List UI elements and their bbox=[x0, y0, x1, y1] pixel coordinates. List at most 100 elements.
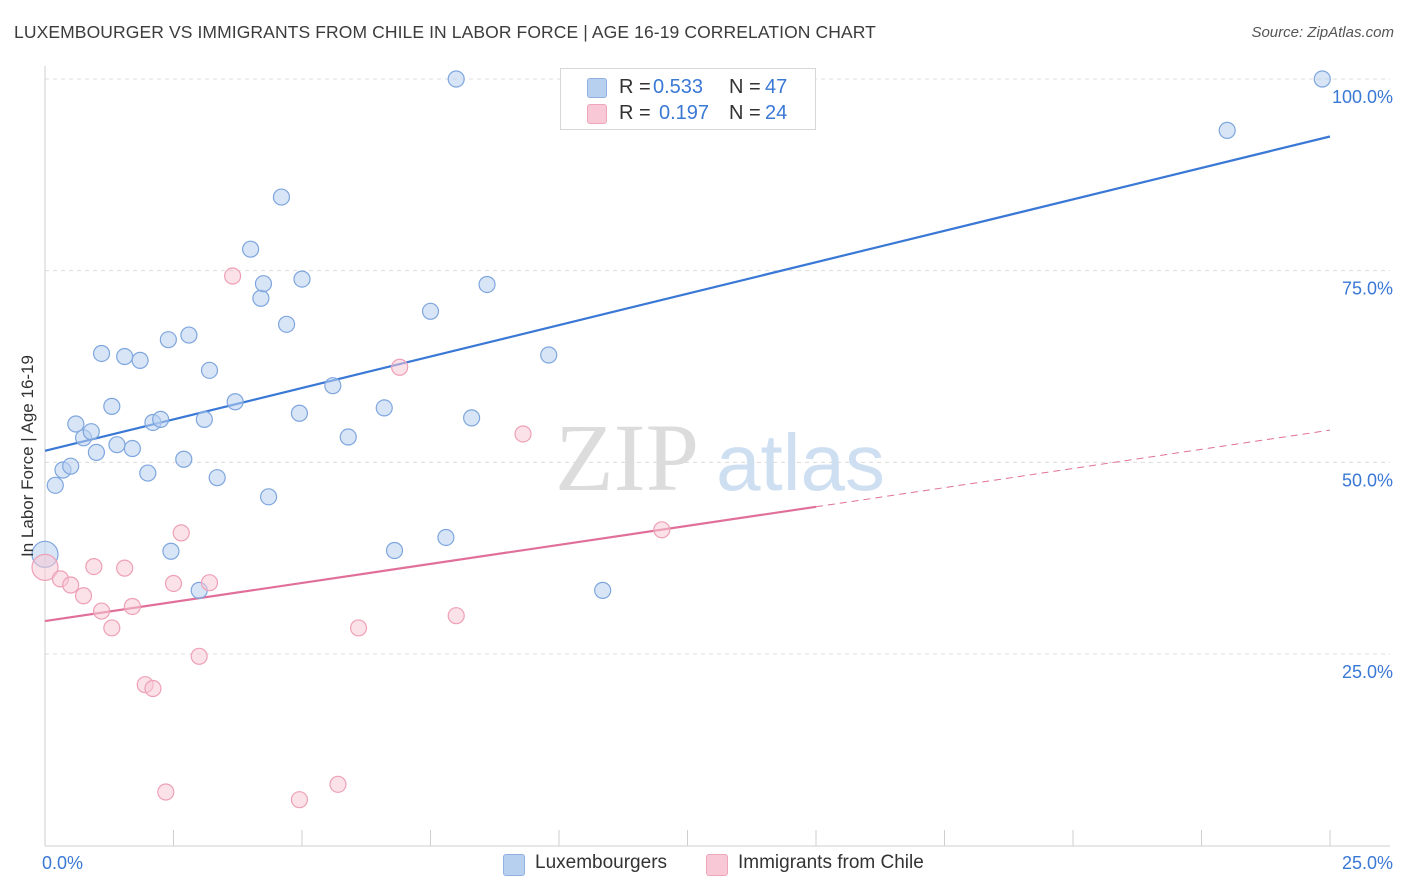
point-luxembourgers bbox=[324, 377, 342, 395]
point-chile bbox=[62, 576, 80, 594]
point-chile bbox=[164, 574, 183, 593]
point-chile bbox=[653, 521, 671, 539]
series-legend: Luxembourgers Immigrants from Chile bbox=[0, 852, 1406, 878]
legend-label: Immigrants from Chile bbox=[738, 852, 924, 873]
x-tick-label-min: 0.0% bbox=[42, 853, 83, 873]
point-luxembourgers bbox=[242, 240, 260, 258]
point-luxembourgers bbox=[108, 436, 126, 454]
point-chile bbox=[74, 587, 93, 605]
point-chile bbox=[31, 553, 59, 581]
source-label: Source: ZipAtlas.com bbox=[1251, 24, 1394, 41]
point-luxembourgers bbox=[131, 351, 149, 369]
point-luxembourgers bbox=[175, 450, 193, 468]
legend-swatch-blue bbox=[503, 854, 525, 876]
point-chile bbox=[85, 557, 103, 576]
point-chile bbox=[349, 619, 368, 637]
point-luxembourgers bbox=[139, 464, 157, 482]
r-value: 0.197 bbox=[659, 102, 710, 124]
data-points bbox=[31, 70, 1331, 809]
trend-lines bbox=[44, 135, 1331, 623]
point-chile bbox=[103, 619, 121, 637]
point-luxembourgers bbox=[259, 488, 278, 506]
point-luxembourgers bbox=[1313, 70, 1331, 88]
legend-swatch-blue bbox=[587, 78, 607, 98]
trend-line-luxembourgers bbox=[44, 135, 1331, 452]
point-luxembourgers bbox=[463, 409, 481, 427]
watermark-atlas: atlas bbox=[716, 418, 885, 507]
point-chile bbox=[172, 524, 190, 542]
trend-line-chile bbox=[815, 429, 1331, 508]
point-luxembourgers bbox=[290, 404, 309, 422]
point-chile bbox=[200, 574, 219, 592]
legend-label: Luxembourgers bbox=[535, 852, 668, 873]
point-luxembourgers bbox=[1218, 121, 1236, 139]
point-luxembourgers bbox=[375, 399, 393, 417]
point-luxembourgers bbox=[123, 439, 141, 458]
x-tick-labels: 0.0% 25.0% bbox=[42, 853, 1393, 873]
grid-lines bbox=[45, 78, 1390, 655]
point-luxembourgers bbox=[339, 428, 357, 446]
point-luxembourgers bbox=[200, 361, 219, 379]
y-tick-label: 75.0% bbox=[1342, 279, 1393, 299]
point-chile bbox=[224, 267, 242, 285]
point-luxembourgers bbox=[277, 315, 296, 333]
correlation-legend: R = 0.533 N = 47 R = 0.197 N = 24 bbox=[560, 68, 816, 130]
point-luxembourgers bbox=[478, 275, 496, 294]
point-luxembourgers bbox=[272, 188, 291, 206]
point-luxembourgers bbox=[82, 423, 100, 441]
point-chile bbox=[447, 607, 465, 625]
watermark: ZIP atlas bbox=[555, 404, 885, 511]
point-chile bbox=[290, 791, 309, 809]
r-value: 0.533 bbox=[653, 76, 704, 98]
point-chile bbox=[391, 358, 409, 376]
point-luxembourgers bbox=[195, 410, 213, 428]
point-luxembourgers bbox=[385, 541, 404, 560]
point-luxembourgers bbox=[159, 331, 177, 349]
point-chile bbox=[157, 783, 175, 801]
point-chile bbox=[190, 647, 208, 665]
point-luxembourgers bbox=[594, 581, 612, 599]
point-luxembourgers bbox=[293, 270, 311, 288]
point-chile bbox=[116, 559, 134, 577]
n-value: 47 bbox=[765, 76, 788, 98]
point-luxembourgers bbox=[162, 542, 180, 560]
r-label: R = bbox=[619, 76, 651, 98]
point-luxembourgers bbox=[447, 70, 465, 88]
watermark-zip: ZIP bbox=[555, 404, 699, 511]
point-luxembourgers bbox=[226, 393, 244, 411]
point-chile bbox=[123, 597, 141, 616]
legend-swatch-pink bbox=[587, 104, 607, 124]
point-luxembourgers bbox=[540, 346, 558, 364]
point-luxembourgers bbox=[87, 443, 106, 461]
point-luxembourgers bbox=[180, 326, 198, 344]
y-axis-label: In Labor Force | Age 16-19 bbox=[18, 355, 37, 557]
point-chile bbox=[329, 775, 347, 793]
point-luxembourgers bbox=[92, 344, 111, 363]
n-label: N = bbox=[729, 102, 761, 124]
point-luxembourgers bbox=[62, 457, 80, 475]
point-luxembourgers bbox=[421, 302, 440, 320]
point-luxembourgers bbox=[67, 415, 85, 433]
point-luxembourgers bbox=[46, 476, 64, 494]
point-chile bbox=[92, 602, 111, 620]
n-label: N = bbox=[729, 76, 761, 98]
point-luxembourgers bbox=[437, 528, 455, 547]
point-luxembourgers bbox=[152, 410, 170, 428]
point-luxembourgers bbox=[116, 347, 134, 366]
y-tick-label: 50.0% bbox=[1342, 470, 1393, 490]
x-tick-label-max: 25.0% bbox=[1342, 853, 1393, 873]
y-tick-label: 100.0% bbox=[1332, 87, 1393, 107]
point-luxembourgers bbox=[103, 397, 121, 415]
chart-title: LUXEMBOURGER VS IMMIGRANTS FROM CHILE IN… bbox=[14, 22, 876, 42]
n-value: 24 bbox=[765, 102, 788, 124]
point-luxembourgers bbox=[208, 469, 226, 487]
trend-line-chile bbox=[44, 505, 817, 623]
point-luxembourgers bbox=[252, 289, 270, 307]
point-luxembourgers bbox=[254, 275, 273, 293]
r-label: R = bbox=[619, 102, 651, 124]
point-chile bbox=[144, 679, 162, 698]
legend-swatch-pink bbox=[706, 854, 728, 876]
y-tick-label: 25.0% bbox=[1342, 662, 1393, 682]
axes bbox=[44, 66, 1390, 847]
